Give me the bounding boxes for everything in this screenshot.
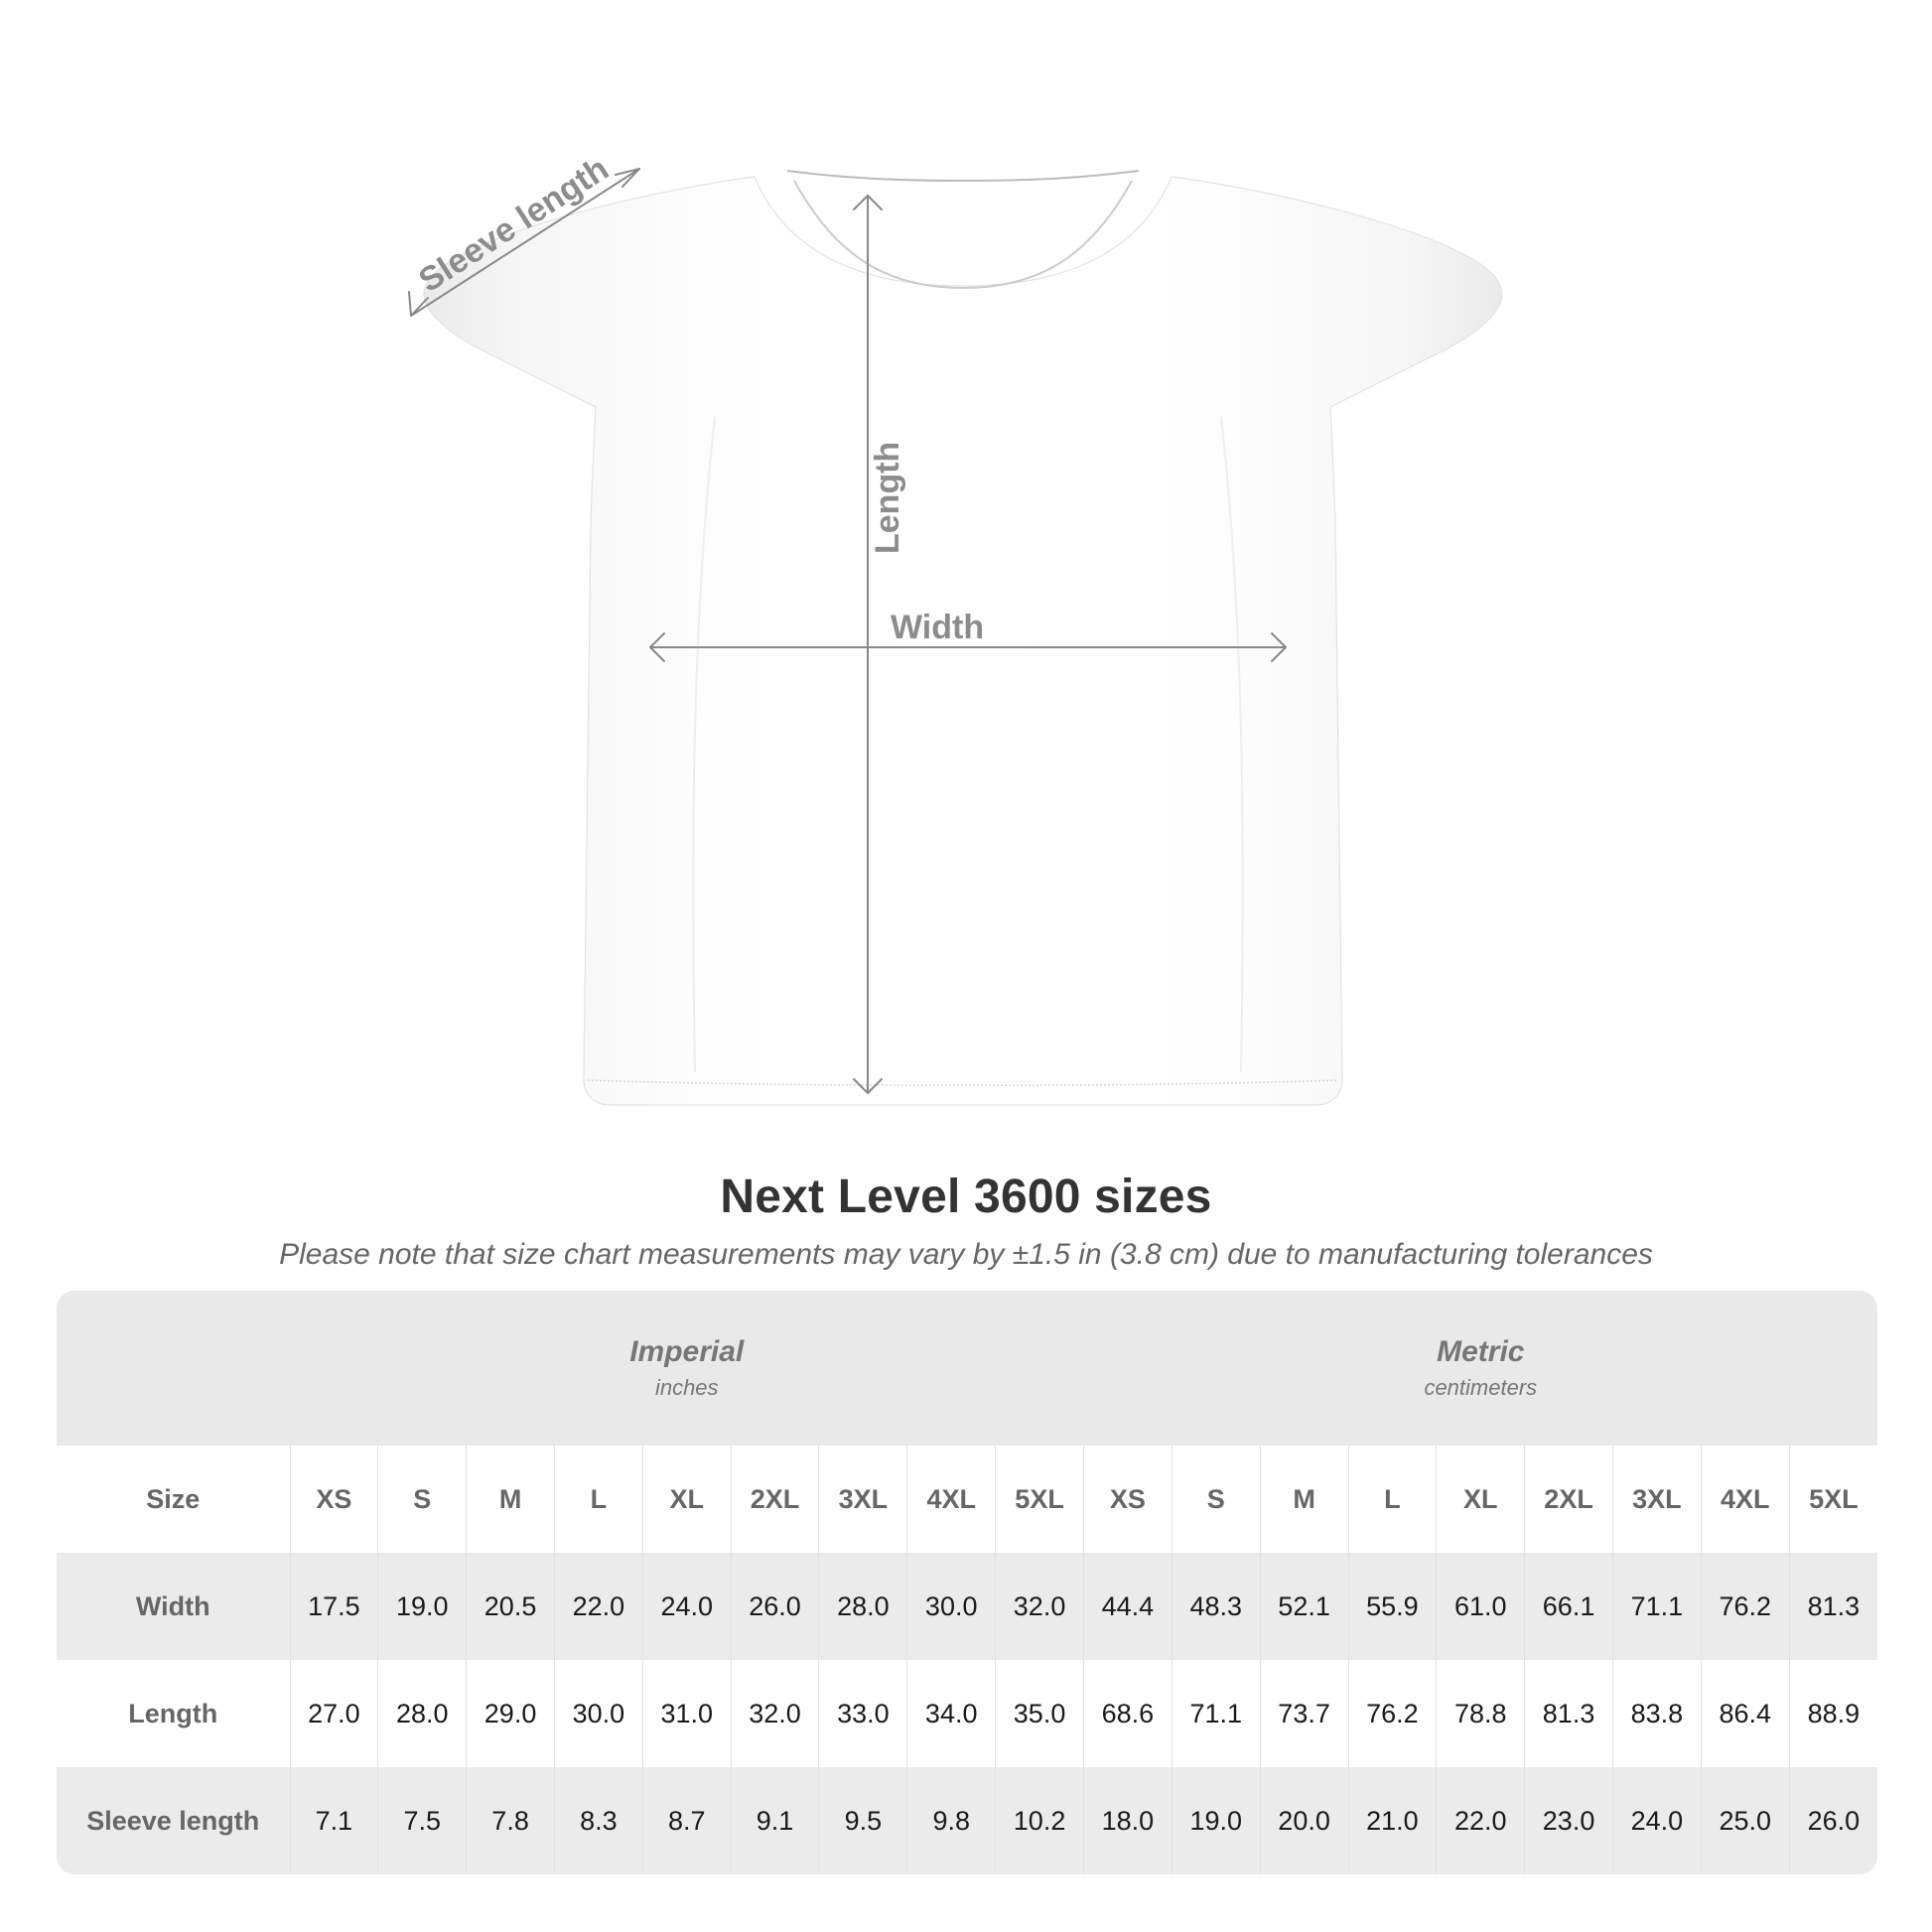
svg-text:Length: Length	[869, 442, 906, 554]
svg-text:Width: Width	[891, 609, 984, 646]
